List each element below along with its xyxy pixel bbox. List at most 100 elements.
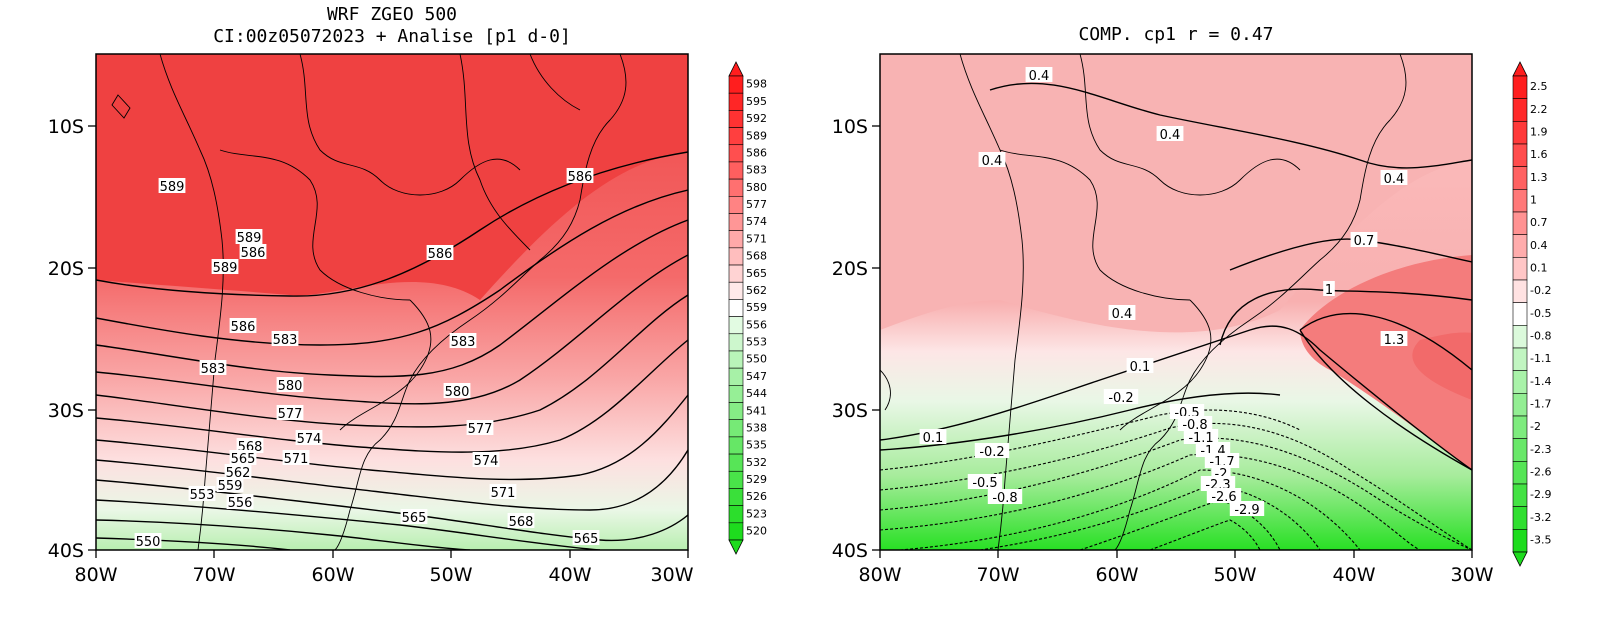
right-core-zone [1412, 332, 1472, 400]
right-colorbar-swatch [1512, 415, 1528, 439]
left-contour-label: 580 [445, 385, 470, 400]
right-colorbar-swatch [1512, 189, 1528, 213]
right-contour-label-bg [978, 152, 1006, 167]
left-colorbar-swatch [728, 75, 744, 94]
right-colorbar-label: -0.8 [1530, 330, 1551, 343]
right-contour-label-bg [1103, 389, 1139, 404]
left-plot-frame [95, 53, 689, 551]
left-contour-label: 583 [451, 335, 476, 350]
left-contour-label: 574 [474, 454, 499, 469]
right-contour-label-bg [919, 429, 947, 444]
left-contour-label: 577 [278, 407, 303, 422]
left-colorbar-swatch [728, 247, 744, 266]
right-contour-label-bg [1177, 416, 1213, 431]
left-contour-label: 589 [213, 261, 238, 276]
left-colorbar-label: 544 [746, 387, 767, 400]
left-contour-label-bg [188, 486, 216, 501]
left-title-line-2: CI:00z05072023 + Analise [p1 d-0] [213, 26, 571, 47]
left-xtick-60w: 60W [312, 564, 355, 586]
left-contour-label: 577 [468, 422, 493, 437]
right-xtick-60w: 60W [1096, 564, 1139, 586]
left-contour-label: 589 [160, 180, 185, 195]
left-contour-label-bg [158, 178, 186, 193]
left-contour-label-bg [235, 229, 263, 244]
right-contour-label: 0.4 [1029, 69, 1050, 84]
left-ytick-40s: 40S [48, 540, 84, 562]
right-colorbar-swatch [1512, 393, 1528, 417]
right-colorbar-swatch [1512, 98, 1528, 122]
right-contour-label-bg [1183, 429, 1219, 444]
left-colorbar-swatch [728, 453, 744, 472]
left-colorbar-label: 571 [746, 232, 767, 245]
left-colorbar-swatch [728, 110, 744, 128]
left-colorbar-swatch [728, 195, 744, 214]
left-colorbar-label: 589 [746, 129, 767, 142]
left-colorbar-top-arrow [728, 61, 744, 77]
right-colorbar-label: -2.6 [1530, 466, 1551, 479]
left-colorbar-label: 523 [746, 507, 767, 520]
right-contour-label-bg [1350, 232, 1378, 247]
right-colorbar-label: 1.6 [1530, 148, 1548, 161]
right-colorbar-label: -2.3 [1530, 443, 1551, 456]
right-contour-label-bg [1126, 358, 1154, 373]
left-contour-label: 583 [201, 362, 226, 377]
left-contour-label: 586 [241, 246, 266, 261]
right-contour-label-bg [967, 474, 1003, 489]
right-colorbar-swatch [1512, 370, 1528, 394]
left-contour-label: 574 [297, 432, 322, 447]
right-colorbar-swatch [1512, 279, 1528, 303]
right-tick-marks [872, 125, 1473, 558]
left-contour-label: 589 [237, 231, 262, 246]
left-colorbar-label: 574 [746, 215, 767, 228]
left-contour-label: 559 [218, 479, 243, 494]
right-contour-label-bg [1169, 404, 1205, 419]
left-colorbar-label: 598 [746, 78, 767, 91]
right-colorbar-label: 2.5 [1530, 80, 1548, 93]
left-colorbar-swatch [728, 436, 744, 455]
left-colorbar-label: 583 [746, 164, 767, 177]
left-colorbar-label: 520 [746, 525, 767, 538]
right-contour-label: -0.2 [979, 445, 1004, 460]
right-colorbar-swatch [1512, 529, 1528, 553]
right-panel: COMP. cp1 r = 0.47 [832, 24, 1552, 586]
right-colorbar-swatch [1512, 325, 1528, 349]
left-xtick-80w: 80W [75, 564, 118, 586]
right-xtick-80w: 80W [859, 564, 902, 586]
left-colorbar-label: 559 [746, 301, 767, 314]
right-colorbar-swatch [1512, 506, 1528, 530]
left-contour-label-bg [282, 450, 310, 465]
left-contour-label: 565 [231, 452, 256, 467]
right-contour-label-bg [1380, 331, 1408, 346]
right-title: COMP. cp1 r = 0.47 [1078, 24, 1273, 45]
left-colorbar-label: 532 [746, 456, 767, 469]
left-contour-label-bg [271, 331, 299, 346]
left-xtick-30w: 30W [651, 564, 694, 586]
right-contour-label-bg [1156, 126, 1184, 141]
left-contour-label-bg [426, 245, 454, 260]
left-colorbar-label: 541 [746, 404, 767, 417]
left-colorbar-label: 592 [746, 112, 767, 125]
right-colorbar-label: -0.5 [1530, 307, 1551, 320]
left-colorbar-swatch [728, 178, 744, 197]
left-contour-label-bg [295, 430, 323, 445]
left-contour-label: 550 [136, 535, 161, 550]
right-contour-label-bg [987, 489, 1023, 504]
left-contour-label: 568 [509, 515, 534, 530]
right-colorbar-label: -2 [1530, 420, 1541, 433]
right-colorbar-bottom-arrow [1512, 551, 1528, 567]
left-contour-label-bg [134, 533, 162, 548]
left-colorbar-swatch [728, 299, 744, 317]
left-colorbar-bottom-arrow [728, 539, 744, 555]
left-xtick-50w: 50W [430, 564, 473, 586]
left-colorbar-label: 550 [746, 353, 767, 366]
right-colorbar-label: 0.7 [1530, 216, 1548, 229]
left-colorbar-swatch [728, 127, 744, 146]
left-contour-label-bg [443, 383, 471, 398]
left-contour-label-bg [466, 420, 494, 435]
left-colorbar-swatch [728, 161, 744, 180]
left-colorbar-swatch [728, 316, 744, 335]
left-contour-label-bg [276, 405, 304, 420]
right-colorbar-swatch [1512, 302, 1528, 326]
right-colorbar-label: -1.4 [1530, 375, 1551, 388]
